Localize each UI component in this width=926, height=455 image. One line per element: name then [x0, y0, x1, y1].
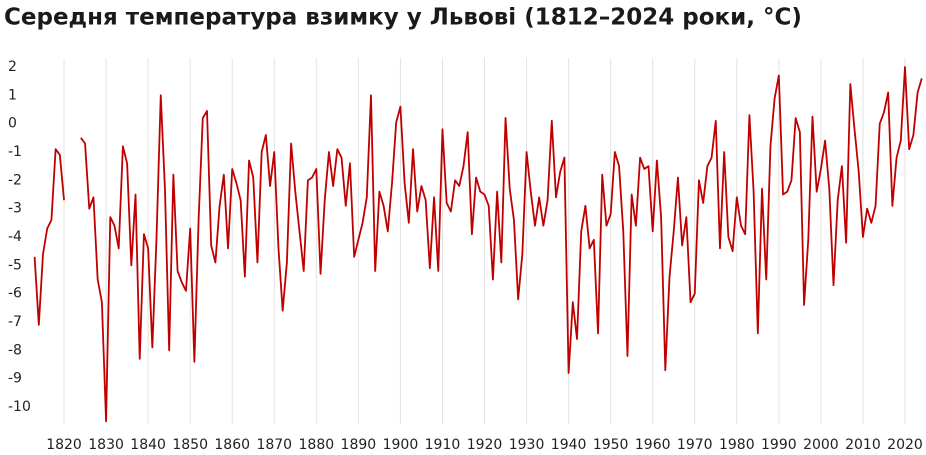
data-line	[33, 66, 923, 423]
x-tick-label: 2010	[845, 437, 881, 453]
y-tick-label: -6	[8, 286, 22, 302]
x-tick-label: 1840	[130, 437, 166, 453]
y-tick-label: -5	[8, 257, 22, 273]
x-tick-label: 1900	[383, 437, 419, 453]
x-tick-label: 1920	[467, 437, 503, 453]
y-tick-label: -3	[8, 201, 22, 217]
y-tick-label: -10	[8, 399, 31, 415]
x-tick-label: 1910	[425, 437, 461, 453]
x-tick-label: 1850	[172, 437, 208, 453]
y-tick-label: -9	[8, 371, 22, 387]
y-tick-label: 0	[8, 116, 17, 132]
x-tick-label: 1890	[341, 437, 377, 453]
x-tick-label: 1930	[509, 437, 545, 453]
y-tick-label: -1	[8, 144, 22, 160]
x-tick-label: 1940	[551, 437, 587, 453]
x-tick-label: 1980	[719, 437, 755, 453]
x-tick-label: 1870	[256, 437, 292, 453]
x-tick-label: 2000	[803, 437, 839, 453]
chart-title: Середня температура взимку у Львові (181…	[4, 5, 802, 31]
y-tick-label: -4	[8, 229, 22, 245]
y-tick-label: 1	[8, 87, 17, 103]
y-tick-label: -8	[8, 342, 22, 358]
x-tick-label: 1990	[761, 437, 797, 453]
x-tick-label: 1960	[635, 437, 671, 453]
x-tick-label: 1860	[214, 437, 250, 453]
x-tick-label: 1820	[46, 437, 82, 453]
x-tick-label: 2020	[887, 437, 923, 453]
y-tick-label: -7	[8, 314, 22, 330]
x-tick-label: 1880	[299, 437, 335, 453]
x-tick-label: 1830	[88, 437, 124, 453]
x-tick-label: 1950	[593, 437, 629, 453]
y-tick-label: -2	[8, 172, 22, 188]
y-tick-label: 2	[8, 59, 17, 75]
x-tick-label: 1970	[677, 437, 713, 453]
